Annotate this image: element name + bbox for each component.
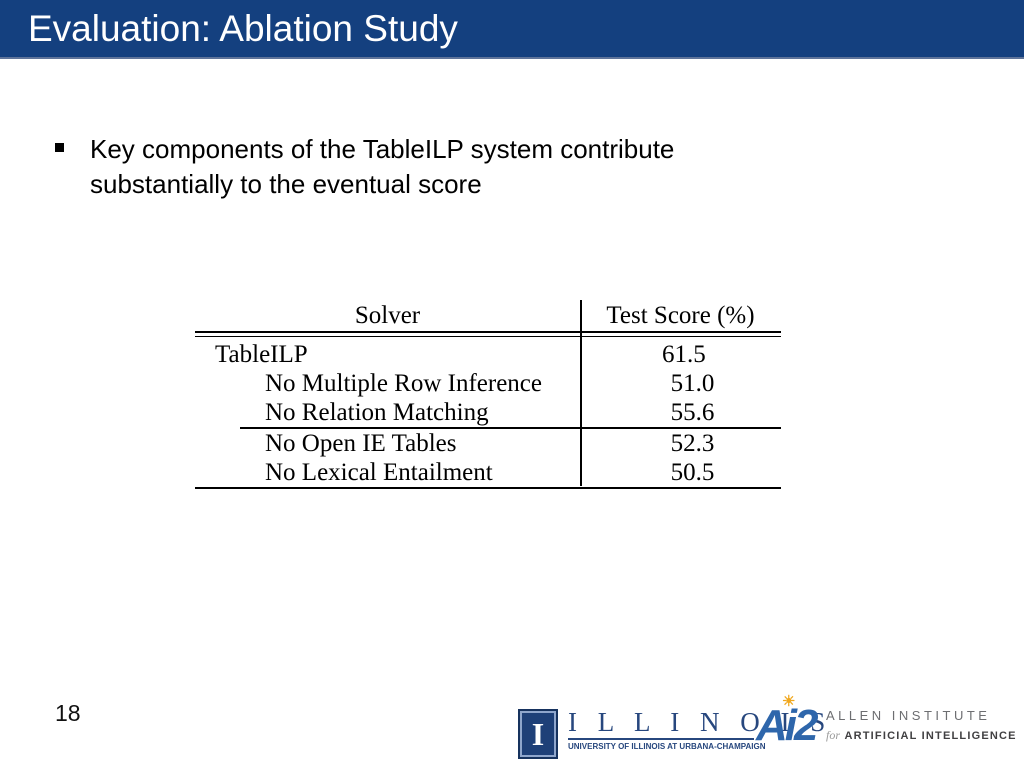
illinois-text-block: I L L I N O I S UNIVERSITY OF ILLINOIS A… xyxy=(568,707,833,751)
table-row: No Relation Matching 55.6 xyxy=(195,398,781,427)
ai2-subtitle-for: for xyxy=(826,728,841,742)
ai2-institute-name: ALLEN INSTITUTE xyxy=(826,708,991,723)
bullet-square-icon xyxy=(55,143,64,152)
table-column-divider xyxy=(580,300,582,486)
table-cell-solver: No Multiple Row Inference xyxy=(265,370,543,397)
ablation-table: Solver Test Score (%) TableILP 61.5 No M… xyxy=(195,300,781,489)
ai2-text-block: ALLEN INSTITUTE for ARTIFICIAL INTELLIGE… xyxy=(826,708,1017,744)
table-cell-solver: TableILP xyxy=(215,341,308,368)
ai2-mark: Ai2 ☀ xyxy=(756,694,819,752)
table-cell-solver: No Open IE Tables xyxy=(265,430,457,457)
table-cell-score: 55.6 xyxy=(670,399,715,426)
illinois-wordmark: I L L I N O I S xyxy=(568,707,833,737)
illinois-shield-icon: I xyxy=(518,709,558,759)
illinois-divider xyxy=(568,738,754,740)
ai2-logo: Ai2 ☀ ALLEN INSTITUTE for ARTIFICIAL INT… xyxy=(756,694,1017,752)
table-cell-score: 51.0 xyxy=(670,370,715,397)
table-cell-score: 61.5 xyxy=(662,341,706,368)
illinois-tagline: UNIVERSITY OF ILLINOIS AT URBANA-CHAMPAI… xyxy=(568,742,766,751)
table-group-rule xyxy=(240,427,781,429)
bullet-text-line2: substantially to the eventual score xyxy=(90,169,482,199)
table-cell-score: 52.3 xyxy=(670,430,715,457)
slide-header-bar: Evaluation: Ablation Study xyxy=(0,0,1024,59)
ai2-subtitle-main: ARTIFICIAL INTELLIGENCE xyxy=(844,730,1017,742)
table-header-score: Test Score (%) xyxy=(606,302,755,329)
table-row: No Lexical Entailment 50.5 xyxy=(195,458,781,487)
table-cell-score: 50.5 xyxy=(670,459,715,486)
illinois-logo: I I L L I N O I S UNIVERSITY OF ILLINOIS… xyxy=(518,707,833,759)
page-number: 18 xyxy=(55,700,81,726)
table-cell-solver: No Lexical Entailment xyxy=(265,459,493,486)
table-header-row: Solver Test Score (%) xyxy=(195,300,781,331)
ai2-sun-icon: ☀ xyxy=(782,693,796,710)
table-row: No Open IE Tables 52.3 xyxy=(195,429,781,458)
table-row: No Multiple Row Inference 51.0 xyxy=(195,369,781,398)
illinois-shield-letter: I xyxy=(531,716,545,752)
ai2-mark-text: Ai2 xyxy=(756,701,819,750)
bullet-text-line1: Key components of the TableILP system co… xyxy=(90,134,675,164)
table-header-rule xyxy=(195,331,781,337)
table-bottom-rule xyxy=(195,487,781,489)
bullet-text: Key components of the TableILP system co… xyxy=(90,132,770,202)
table-header-solver: Solver xyxy=(354,302,421,329)
table-cell-solver: No Relation Matching xyxy=(265,399,489,426)
ai2-subtitle: for ARTIFICIAL INTELLIGENCE xyxy=(826,726,1017,744)
slide-title: Evaluation: Ablation Study xyxy=(28,7,458,49)
table-row: TableILP 61.5 xyxy=(195,340,781,369)
